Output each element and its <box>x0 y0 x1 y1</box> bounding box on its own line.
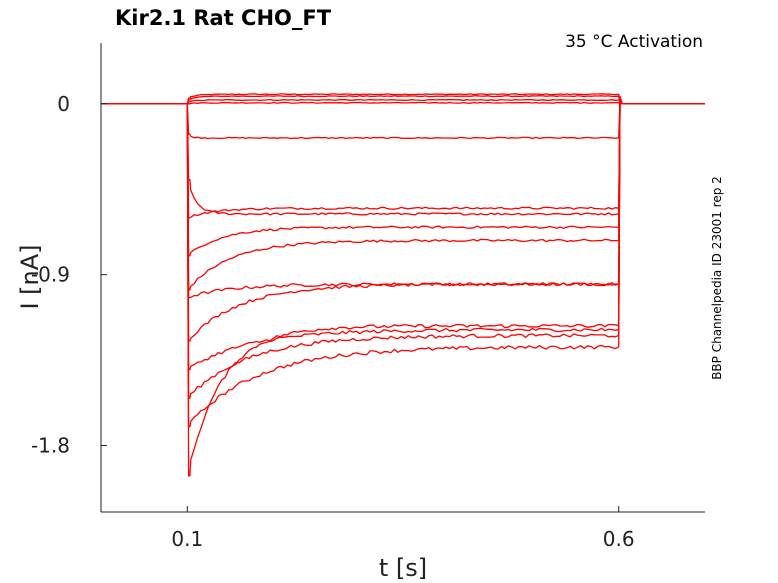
current-trace <box>101 99 705 216</box>
current-trace <box>101 98 705 257</box>
current-trace <box>101 95 705 105</box>
current-trace <box>101 97 705 342</box>
chart-subtitle: 35 °C Activation <box>565 32 703 52</box>
y-tick-label: -1.8 <box>31 434 70 458</box>
current-trace <box>101 98 705 219</box>
current-trace <box>101 99 705 140</box>
trace-group <box>101 93 705 477</box>
y-axis-label: I [nA] <box>16 244 44 309</box>
side-note: BBP Channelpedia ID 23001 rep 2 <box>710 176 724 380</box>
current-trace <box>101 96 705 399</box>
current-trace <box>101 98 705 291</box>
current-trace <box>101 100 705 105</box>
current-trace <box>101 93 705 105</box>
current-trace <box>101 97 705 371</box>
current-trace <box>101 97 705 299</box>
current-trace <box>101 95 705 477</box>
x-tick-label: 0.1 <box>171 527 203 551</box>
current-trace <box>101 96 705 428</box>
current-trace <box>101 98 705 105</box>
x-axis: 0.1 0.6 <box>171 506 635 551</box>
y-tick-label: 0 <box>57 92 70 116</box>
chart-title: Kir2.1 Rat CHO_FT <box>115 6 332 30</box>
x-tick-label: 0.6 <box>603 527 635 551</box>
x-axis-label: t [s] <box>379 554 427 582</box>
y-axis: 0 -0.9 -1.8 <box>31 92 107 458</box>
y-tick-label: -0.9 <box>31 263 70 287</box>
